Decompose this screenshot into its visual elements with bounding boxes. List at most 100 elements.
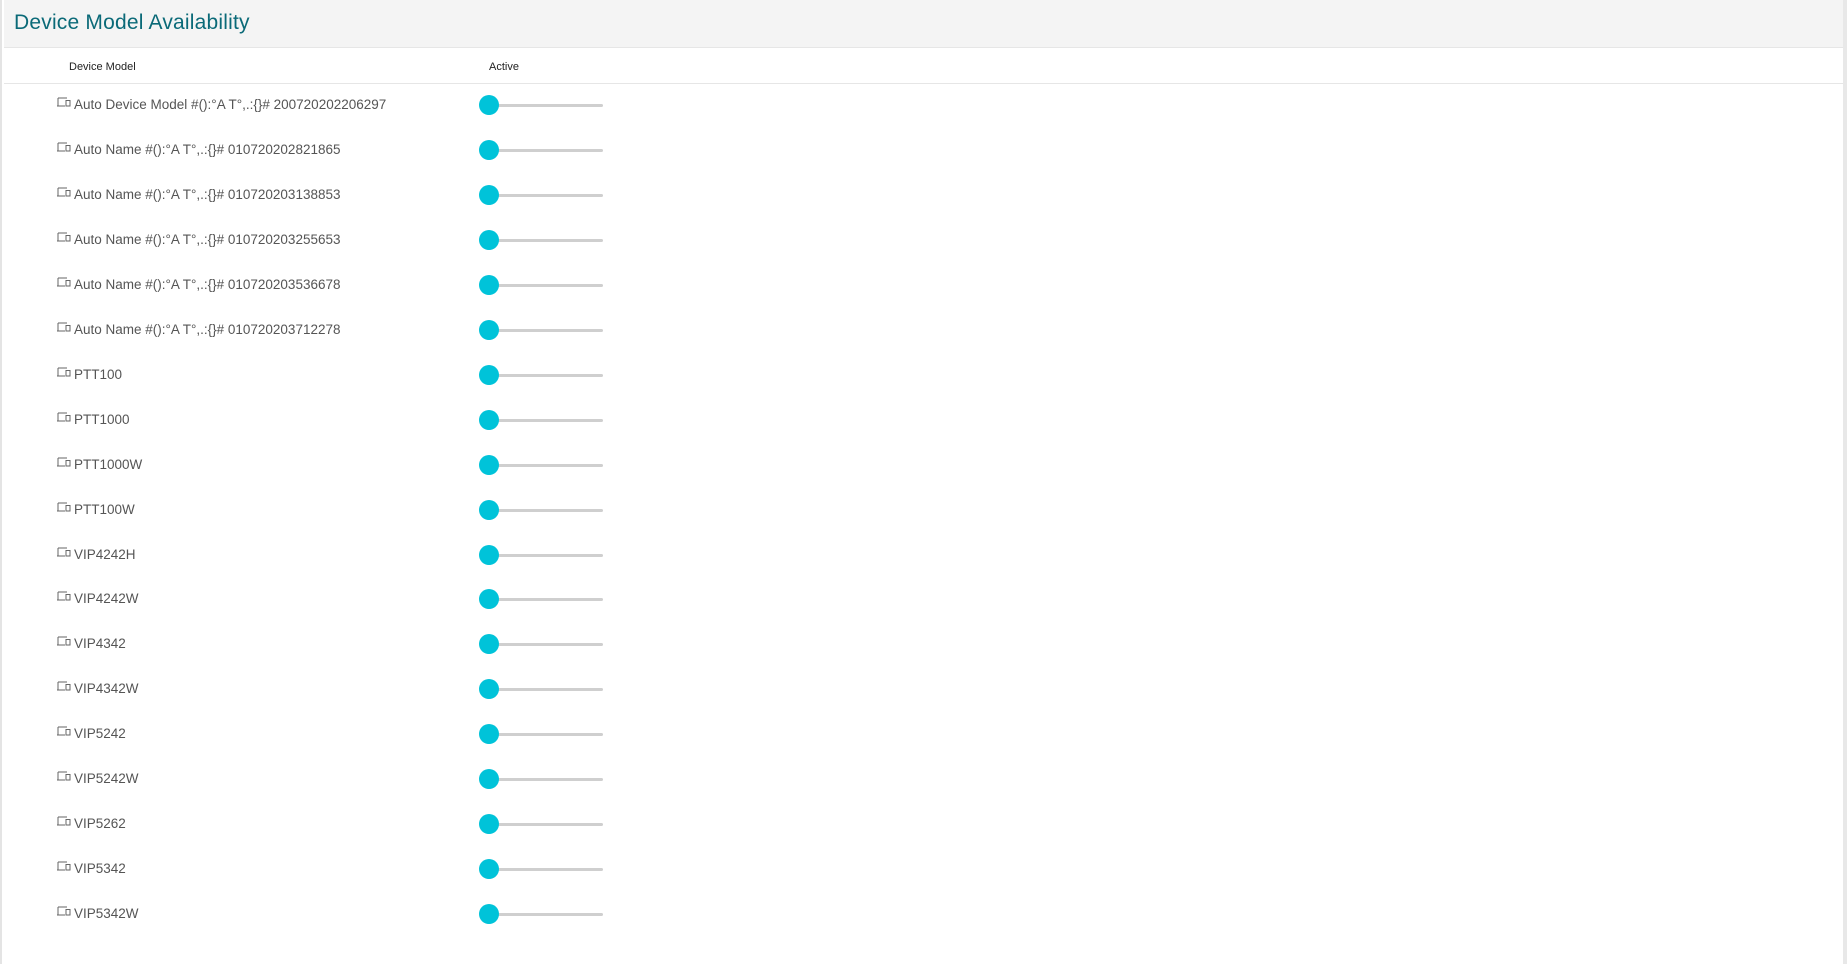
table-header: Device Model Active (4, 48, 1843, 84)
toggle-track (487, 643, 603, 647)
active-toggle[interactable] (479, 409, 603, 430)
device-icon (57, 861, 71, 871)
device-icon (57, 367, 71, 377)
scrollbar[interactable] (1843, 0, 1847, 964)
toggle-track (487, 418, 603, 422)
column-header-active: Active (489, 61, 519, 73)
active-toggle[interactable] (479, 229, 603, 250)
toggle-track (487, 913, 603, 917)
active-toggle[interactable] (479, 634, 603, 655)
table-row: PTT1000 (2, 398, 702, 443)
device-icon (57, 457, 71, 467)
toggle-knob[interactable] (479, 859, 499, 880)
device-icon (57, 816, 71, 826)
device-model-name: VIP5242W (74, 771, 139, 787)
table-row: VIP5342W (2, 892, 702, 937)
toggle-track (487, 104, 603, 107)
toggle-knob[interactable] (479, 679, 499, 700)
table-row: VIP5262 (2, 802, 702, 847)
device-icon (57, 187, 71, 197)
toggle-track (487, 598, 603, 602)
device-model-name: VIP5262 (74, 816, 126, 832)
toggle-knob[interactable] (479, 454, 499, 475)
table-row: Auto Name #():°A T°,.:{}# 01072020353667… (2, 263, 702, 308)
device-model-name: Auto Name #():°A T°,.:{}# 01072020371227… (74, 321, 341, 337)
page-title: Device Model Availability (14, 11, 250, 34)
device-model-name: PTT1000W (74, 456, 143, 472)
panel-header: Device Model Availability (4, 0, 1843, 48)
toggle-knob[interactable] (479, 769, 499, 790)
table-row: PTT100 (2, 353, 702, 398)
device-icon (57, 502, 71, 512)
toggle-track (487, 688, 603, 692)
toggle-knob[interactable] (479, 904, 499, 925)
device-model-name: VIP4242H (74, 546, 136, 562)
device-icon (57, 547, 71, 556)
active-toggle[interactable] (479, 544, 603, 565)
device-icon (57, 322, 71, 332)
active-toggle[interactable] (479, 814, 603, 835)
toggle-track (487, 868, 603, 872)
table-row: Auto Name #():°A T°,.:{}# 01072020371227… (2, 308, 702, 353)
toggle-track (487, 823, 603, 827)
active-toggle[interactable] (479, 139, 603, 160)
device-icon (57, 232, 71, 242)
device-model-name: Auto Name #():°A T°,.:{}# 01072020282186… (74, 141, 341, 157)
toggle-track (487, 463, 603, 467)
table-row: Auto Name #():°A T°,.:{}# 01072020325565… (2, 218, 702, 263)
toggle-knob[interactable] (479, 634, 499, 655)
device-icon (57, 97, 71, 107)
device-model-name: VIP4342W (74, 681, 139, 697)
table-row: PTT100W (2, 488, 702, 533)
device-icon (57, 142, 71, 152)
table-row: VIP5242 (2, 712, 702, 757)
toggle-knob[interactable] (479, 95, 499, 115)
active-toggle[interactable] (479, 769, 603, 790)
toggle-track (487, 553, 603, 557)
toggle-knob[interactable] (479, 499, 499, 520)
device-icon (57, 726, 71, 736)
active-toggle[interactable] (479, 859, 603, 880)
toggle-knob[interactable] (479, 139, 499, 160)
toggle-knob[interactable] (479, 319, 499, 340)
toggle-knob[interactable] (479, 229, 499, 250)
toggle-track (487, 778, 603, 782)
device-model-name: PTT100W (74, 501, 135, 517)
toggle-knob[interactable] (479, 544, 499, 565)
toggle-track (487, 283, 603, 287)
toggle-knob[interactable] (479, 814, 499, 835)
active-toggle[interactable] (479, 724, 603, 745)
table-row: VIP4342 (2, 622, 702, 667)
device-icon (57, 277, 71, 287)
toggle-knob[interactable] (479, 589, 499, 610)
toggle-knob[interactable] (479, 724, 499, 745)
device-model-name: PTT100 (74, 366, 123, 382)
table-row: VIP4242W (2, 577, 702, 622)
device-icon (57, 771, 71, 781)
active-toggle[interactable] (479, 95, 603, 115)
toggle-track (487, 733, 603, 737)
active-toggle[interactable] (479, 589, 603, 610)
toggle-knob[interactable] (479, 274, 499, 295)
active-toggle[interactable] (479, 679, 603, 700)
device-model-name: VIP5242 (74, 726, 126, 742)
column-header-device-model: Device Model (69, 61, 136, 73)
device-model-name: VIP5342 (74, 861, 126, 877)
toggle-knob[interactable] (479, 409, 499, 430)
toggle-track (487, 373, 603, 377)
table-row: VIP4242H (2, 533, 702, 578)
active-toggle[interactable] (479, 499, 603, 520)
active-toggle[interactable] (479, 274, 603, 295)
active-toggle[interactable] (479, 364, 603, 385)
device-icon (57, 906, 71, 916)
active-toggle[interactable] (479, 454, 603, 475)
device-icon (57, 681, 71, 691)
active-toggle[interactable] (479, 904, 603, 925)
active-toggle[interactable] (479, 184, 603, 205)
table-row: PTT1000W (2, 443, 702, 488)
toggle-knob[interactable] (479, 364, 499, 385)
toggle-track (487, 193, 603, 197)
active-toggle[interactable] (479, 319, 603, 340)
toggle-knob[interactable] (479, 184, 499, 205)
